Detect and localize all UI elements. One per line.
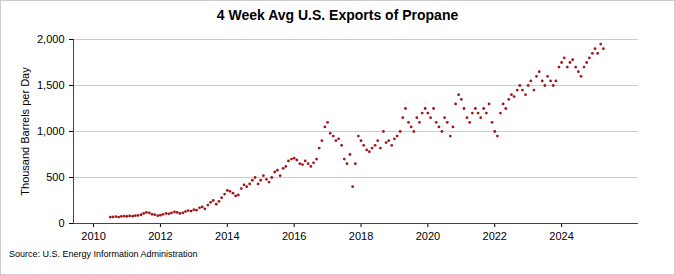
svg-text:2010: 2010 [81, 230, 105, 242]
svg-text:2016: 2016 [282, 230, 306, 242]
svg-text:2012: 2012 [148, 230, 172, 242]
svg-text:2018: 2018 [349, 230, 373, 242]
svg-text:2014: 2014 [215, 230, 239, 242]
svg-text:2024: 2024 [549, 230, 573, 242]
html-text:4 Week Avg U.S. Exports of Pro: 4 Week Avg U.S. Exports of Propane [216, 7, 459, 23]
svg-text:1,000: 1,000 [37, 125, 65, 137]
svg-text:2,000: 2,000 [37, 33, 65, 45]
svg-text:500: 500 [46, 171, 64, 183]
svg-text:1,500: 1,500 [37, 79, 65, 91]
html-text:Source: U.S. Energy Informatio: Source: U.S. Energy Information Administ… [9, 249, 198, 259]
svg-text:2020: 2020 [416, 230, 440, 242]
svg-text:2022: 2022 [483, 230, 507, 242]
svg-text:Thousand Barrels per Day: Thousand Barrels per Day [19, 67, 31, 196]
svg-text:0: 0 [58, 217, 64, 229]
